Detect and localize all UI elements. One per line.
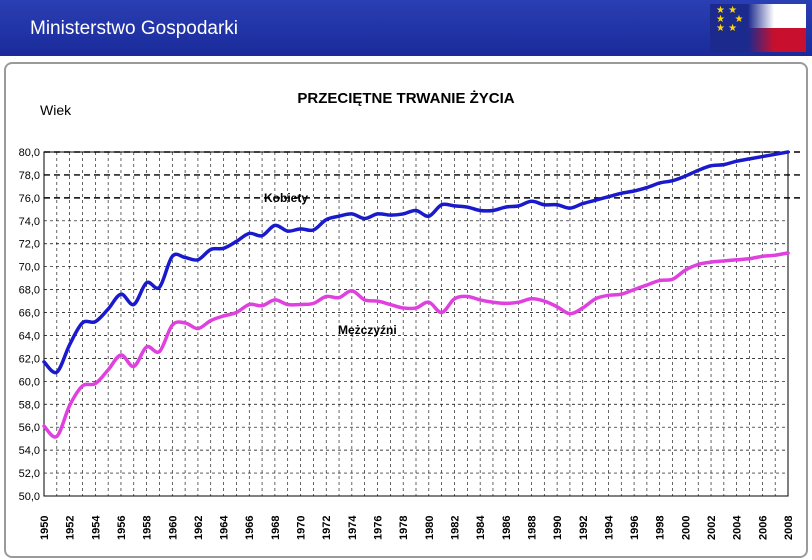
grid	[43, 151, 801, 497]
series-label-mezczyzni: Mężczyźni	[338, 323, 397, 337]
series-lines	[42, 150, 790, 439]
x-tick-label: 1996	[629, 516, 641, 540]
y-tick-label: 70,0	[19, 262, 40, 274]
chart-frame: PRZECIĘTNE TRWANIE ŻYCIA Wiek 50,0 52,0 54…	[4, 62, 808, 558]
x-tick-label: 2006	[757, 516, 769, 540]
x-tick-label: 1980	[424, 516, 436, 540]
x-tick-label: 1984	[475, 515, 487, 540]
y-tick-label: 58,0	[19, 399, 40, 411]
y-tick-label: 56,0	[19, 422, 40, 434]
x-tick-label: 2008	[783, 516, 795, 540]
y-tick-label: 74,0	[19, 216, 40, 228]
x-tick-label: 1950	[39, 516, 51, 540]
x-tick-label: 1990	[552, 516, 564, 540]
flag-white-stripe	[748, 4, 806, 28]
y-tick-label: 78,0	[19, 170, 40, 182]
x-tick-label: 1960	[167, 516, 179, 540]
x-tick-label: 1964	[219, 515, 231, 540]
eu-stars-icon: ★ ★ ★ ★ ★ ★	[716, 5, 744, 34]
x-tick-label: 1968	[270, 516, 282, 540]
x-tick-label: 1992	[578, 516, 590, 540]
y-tick-label: 66,0	[19, 308, 40, 320]
x-tick-label: 1966	[244, 516, 256, 540]
x-tick-label: 2002	[706, 516, 718, 540]
y-tick-label: 64,0	[19, 330, 40, 342]
x-tick-label: 1988	[526, 516, 538, 540]
y-axis-label: Wiek	[40, 102, 72, 118]
y-tick-label: 76,0	[19, 193, 40, 205]
y-tick-label: 60,0	[19, 376, 40, 388]
x-tick-label: 1972	[321, 516, 333, 540]
chart-title: PRZECIĘTNE TRWANIE ŻYCIA	[297, 90, 514, 107]
series-line-kobiety	[42, 150, 790, 375]
x-tick-label: 1952	[65, 516, 77, 540]
series-line-mezczyzni	[42, 251, 790, 439]
y-tick-label: 68,0	[19, 285, 40, 297]
y-tick-label: 54,0	[19, 445, 40, 457]
y-tick-label: 50,0	[19, 491, 40, 503]
header-bar: Ministerstwo Gospodarki ★ ★ ★ ★ ★ ★	[0, 0, 812, 56]
x-tick-label: 1998	[655, 516, 667, 540]
y-tick-labels: 50,0 52,0 54,0 56,0 58,0 60,0 62,0 64,0 66,0 68,0…	[19, 147, 40, 503]
x-tick-label: 2000	[680, 516, 692, 540]
y-tick-label: 80,0	[19, 147, 40, 159]
x-tick-label: 1976	[373, 516, 385, 540]
x-tick-label: 1956	[116, 516, 128, 540]
life-expectancy-chart: PRZECIĘTNE TRWANIE ŻYCIA Wiek 50,0 52,0 54…	[19, 90, 801, 540]
x-tick-label: 1974	[347, 515, 359, 540]
ministry-title: Ministerstwo Gospodarki	[30, 18, 239, 39]
x-tick-label: 1954	[90, 515, 102, 540]
x-tick-label: 1994	[603, 515, 615, 540]
x-tick-label: 1986	[501, 516, 513, 540]
x-tick-label: 1958	[142, 516, 154, 540]
x-tick-labels: 1950 1952 1954 1956 1958 1960 1962 1964 1966 1968…	[39, 515, 795, 540]
y-tick-label: 62,0	[19, 353, 40, 365]
x-tick-label: 1970	[296, 516, 308, 540]
x-tick-label: 2004	[732, 515, 744, 540]
flag-red-stripe	[748, 28, 806, 52]
x-tick-label: 1978	[398, 516, 410, 540]
eu-poland-flag-icon: ★ ★ ★ ★ ★ ★	[710, 4, 806, 52]
y-tick-label: 52,0	[19, 468, 40, 480]
x-tick-label: 1962	[193, 516, 205, 540]
x-tick-label: 1982	[449, 516, 461, 540]
y-tick-label: 72,0	[19, 239, 40, 251]
plot-area	[43, 151, 789, 497]
series-label-kobiety: Kobiety	[264, 191, 308, 205]
